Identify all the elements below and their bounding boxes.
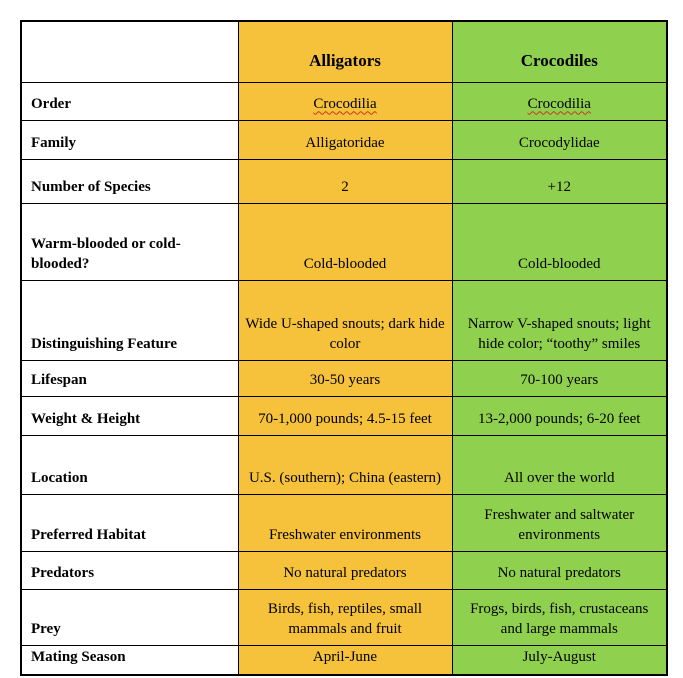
crocodiles-value: Crocodilia	[451, 82, 668, 121]
crocodiles-value: Freshwater and saltwater environments	[451, 494, 668, 552]
alligators-column-header: Alligators	[237, 20, 453, 83]
table-row: Prey Birds, fish, reptiles, small mammals…	[20, 589, 668, 646]
cell-text: All over the world	[504, 469, 615, 486]
cell-text: Wide U-shaped snouts; dark hide color	[245, 316, 445, 352]
cell-text: No natural predators	[497, 564, 621, 581]
row-label: Location	[20, 435, 239, 495]
row-label: Prey	[20, 589, 239, 646]
alligators-value: April-June	[237, 645, 453, 675]
table-row: Number of Species 2 +12	[20, 159, 668, 204]
alligators-value: 30-50 years	[237, 360, 453, 397]
crocodiles-value: Frogs, birds, fish, crustaceans and larg…	[451, 589, 668, 646]
crocodiles-value: July-August	[451, 645, 668, 675]
cell-text: Frogs, birds, fish, crustaceans and larg…	[470, 601, 649, 637]
alligators-value: No natural predators	[237, 551, 453, 590]
row-label: Family	[20, 120, 239, 160]
table-row: Preferred Habitat Freshwater environments…	[20, 494, 668, 552]
cell-text: U.S. (southern); China (eastern)	[248, 469, 442, 486]
table-row: Predators No natural predators No natural …	[20, 551, 668, 590]
cell-text: 13-2,000 pounds; 6-20 feet	[478, 410, 641, 427]
cell-text: Crocodilia	[313, 95, 377, 112]
header-row: Alligators Crocodiles	[20, 20, 668, 83]
comparison-table: Alligators Crocodiles Order Crocodilia Cro…	[20, 20, 668, 676]
alligators-value: Freshwater environments	[237, 494, 453, 552]
table-row: Weight & Height 70-1,000 pounds; 4.5-15 f…	[20, 396, 668, 436]
crocodiles-value: Crocodylidae	[451, 120, 668, 160]
cell-text: Cold-blooded	[518, 255, 601, 272]
cell-text: Narrow V-shaped snouts; light hide color…	[467, 316, 651, 352]
cell-text: Crocodilia	[527, 95, 591, 112]
table-row: Family Alligatoridae Crocodylidae	[20, 120, 668, 160]
row-label: Weight & Height	[20, 396, 239, 436]
alligators-value: Alligatoridae	[237, 120, 453, 160]
table-row: Lifespan 30-50 years 70-100 years	[20, 360, 668, 397]
corner-cell	[20, 20, 239, 83]
crocodiles-value: All over the world	[451, 435, 668, 495]
cell-text: April-June	[312, 649, 378, 665]
alligators-value: 70-1,000 pounds; 4.5-15 feet	[237, 396, 453, 436]
row-label: Number of Species	[20, 159, 239, 204]
comparison-table-body: Order Crocodilia Crocodilia Family Alligator…	[20, 82, 668, 675]
cell-text: 2	[341, 178, 349, 195]
crocodiles-value: 13-2,000 pounds; 6-20 feet	[451, 396, 668, 436]
row-label: Predators	[20, 551, 239, 590]
cell-text: +12	[547, 178, 571, 195]
alligators-value: Crocodilia	[237, 82, 453, 121]
crocodiles-value: Cold-blooded	[451, 203, 668, 281]
table-row: Warm-blooded or cold-blooded? Cold-bloode…	[20, 203, 668, 281]
cell-text: Freshwater environments	[268, 526, 422, 543]
alligators-value: 2	[237, 159, 453, 204]
alligators-value: Cold-blooded	[237, 203, 453, 281]
row-label: Distinguishing Feature	[20, 280, 239, 361]
cell-text: Birds, fish, reptiles, small mammals and…	[267, 601, 423, 637]
crocodiles-value: 70-100 years	[451, 360, 668, 397]
table-row: Distinguishing Feature Wide U-shaped snou…	[20, 280, 668, 361]
table-row: Mating Season April-June July-August	[20, 645, 668, 675]
cell-text: Cold-blooded	[303, 255, 387, 272]
cell-text: Freshwater and saltwater environments	[484, 507, 635, 543]
row-label: Mating Season	[20, 645, 239, 675]
cell-text: 70-1,000 pounds; 4.5-15 feet	[258, 410, 432, 427]
row-label: Preferred Habitat	[20, 494, 239, 552]
cell-text: 30-50 years	[309, 371, 381, 388]
cell-text: July-August	[522, 649, 596, 665]
table-row: Location U.S. (southern); China (eastern)…	[20, 435, 668, 495]
crocodiles-value: No natural predators	[451, 551, 668, 590]
table-row: Order Crocodilia Crocodilia	[20, 82, 668, 121]
row-label: Order	[20, 82, 239, 121]
cell-text: Crocodylidae	[518, 134, 600, 151]
alligators-value: Wide U-shaped snouts; dark hide color	[237, 280, 453, 361]
row-label: Warm-blooded or cold-blooded?	[20, 203, 239, 281]
row-label: Lifespan	[20, 360, 239, 397]
alligators-value: U.S. (southern); China (eastern)	[237, 435, 453, 495]
cell-text: Alligatoridae	[305, 134, 385, 151]
crocodiles-column-header: Crocodiles	[451, 20, 668, 83]
cell-text: 70-100 years	[520, 371, 599, 388]
comparison-table-container: Alligators Crocodiles Order Crocodilia Cro…	[20, 20, 668, 676]
crocodiles-value: Narrow V-shaped snouts; light hide color…	[451, 280, 668, 361]
alligators-value: Birds, fish, reptiles, small mammals and…	[237, 589, 453, 646]
crocodiles-value: +12	[451, 159, 668, 204]
cell-text: No natural predators	[283, 564, 407, 581]
